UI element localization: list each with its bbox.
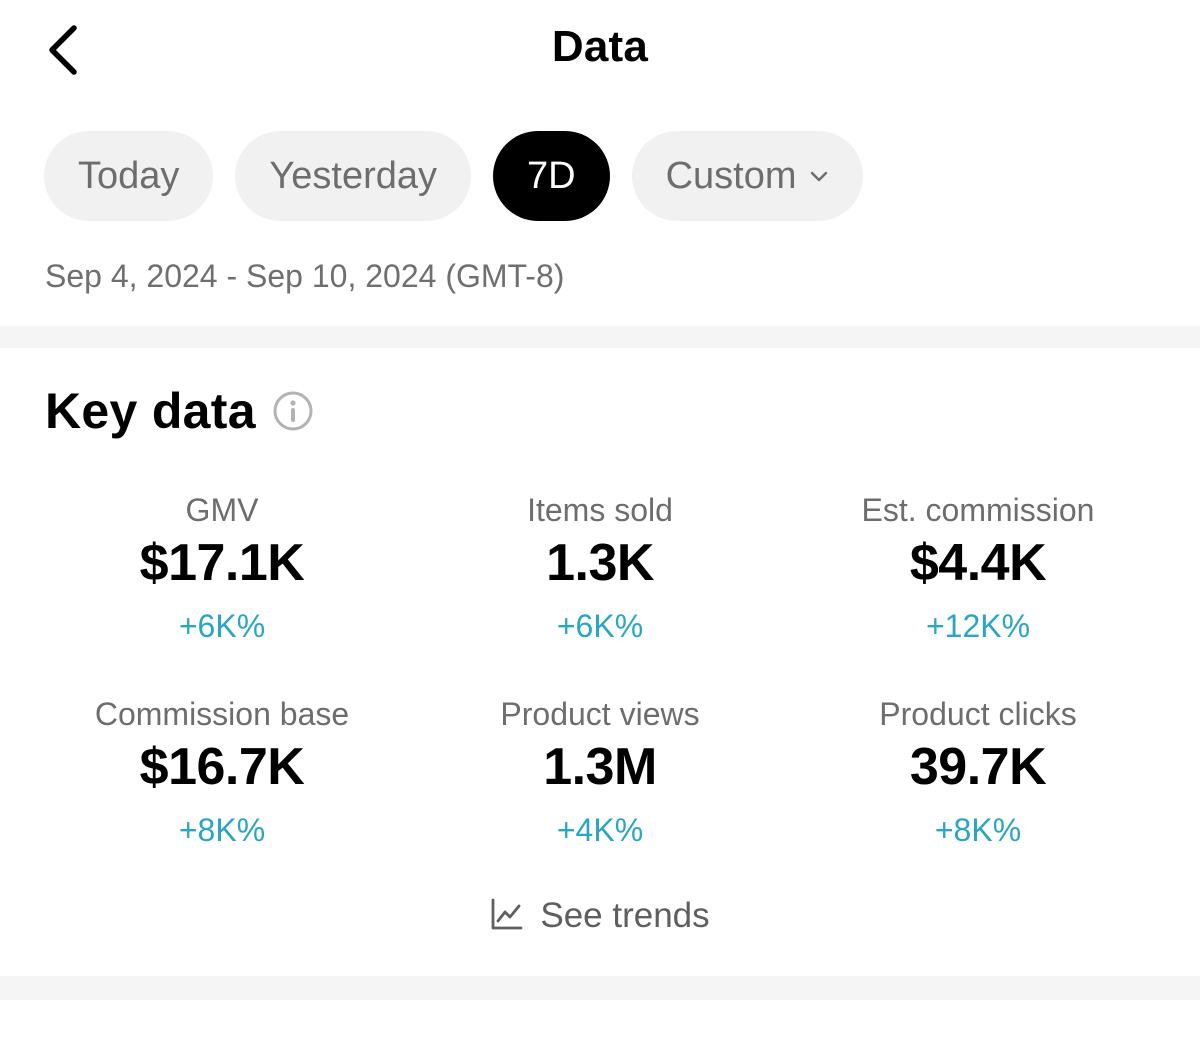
metric-value: $17.1K	[139, 534, 305, 592]
metric-value: 39.7K	[909, 738, 1047, 796]
metric-product-clicks: Product clicks 39.7K +8K%	[788, 694, 1168, 850]
section-divider	[0, 976, 1200, 1000]
page-title: Data	[551, 22, 649, 71]
tab-7d[interactable]: 7D	[493, 131, 610, 221]
metric-label: Est. commission	[861, 492, 1095, 528]
metric-change: +12K%	[925, 608, 1031, 644]
metric-change: +6K%	[178, 608, 266, 644]
metric-value: 1.3K	[546, 534, 654, 592]
date-filter-tabs: Today Yesterday 7D Custom	[44, 131, 863, 221]
metric-est-commission: Est. commission $4.4K +12K%	[788, 490, 1168, 646]
metric-change: +4K%	[556, 812, 644, 848]
info-icon[interactable]	[272, 390, 314, 432]
section-divider	[0, 326, 1200, 348]
date-range-text: Sep 4, 2024 - Sep 10, 2024 (GMT-8)	[45, 258, 565, 294]
metric-commission-base: Commission base $16.7K +8K%	[32, 694, 412, 850]
metric-change: +8K%	[178, 812, 266, 848]
metric-value: $4.4K	[909, 534, 1047, 592]
metric-change: +8K%	[934, 812, 1022, 848]
key-data-header: Key data	[45, 382, 314, 440]
metric-label: Items sold	[527, 492, 673, 528]
metric-label: Commission base	[94, 696, 350, 732]
metric-items-sold: Items sold 1.3K +6K%	[410, 490, 790, 646]
metric-value: 1.3M	[543, 738, 657, 796]
tab-label: Today	[78, 154, 180, 197]
see-trends-button[interactable]: See trends	[0, 896, 1200, 936]
metric-label: Product clicks	[879, 696, 1077, 732]
tab-custom[interactable]: Custom	[631, 131, 863, 221]
tab-label: Custom	[665, 154, 797, 197]
metric-label: GMV	[185, 492, 259, 528]
header: Data	[0, 0, 1200, 100]
chevron-left-icon	[49, 25, 77, 75]
see-trends-label: See trends	[540, 896, 710, 935]
line-chart-icon	[490, 897, 524, 936]
tab-today[interactable]: Today	[44, 131, 214, 221]
metric-gmv: GMV $17.1K +6K%	[32, 490, 412, 646]
tab-yesterday[interactable]: Yesterday	[235, 131, 472, 221]
back-button[interactable]	[30, 18, 94, 82]
metric-change: +6K%	[556, 608, 644, 644]
metric-product-views: Product views 1.3M +4K%	[410, 694, 790, 850]
metric-value: $16.7K	[139, 738, 305, 796]
section-title: Key data	[45, 383, 256, 439]
metric-label: Product views	[500, 696, 700, 732]
chevron-down-icon	[809, 169, 829, 183]
tab-label: 7D	[527, 154, 576, 197]
tab-label: Yesterday	[269, 154, 438, 197]
